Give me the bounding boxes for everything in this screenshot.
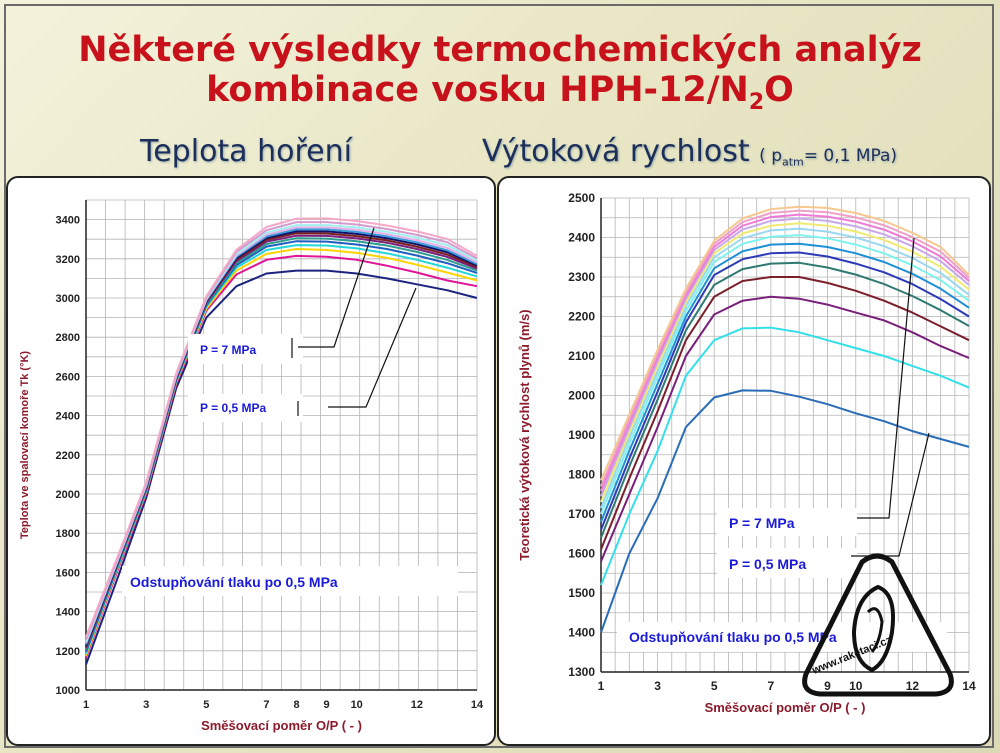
y-tick-label: 1500 bbox=[568, 586, 595, 600]
right-heading-text: Výtoková rychlost bbox=[482, 134, 750, 169]
y-tick-label: 3400 bbox=[56, 215, 80, 227]
annotation-leader-high bbox=[298, 227, 375, 348]
x-tick-label: 1 bbox=[598, 679, 605, 693]
series-line bbox=[85, 217, 478, 638]
x-tick-label: 7 bbox=[263, 699, 269, 711]
x-tick-label: 12 bbox=[906, 679, 920, 693]
y-tick-label: 2500 bbox=[568, 191, 595, 205]
velocity-chart: 1300 1400 1500 1600 1700 1800 1900 2000 2100 2200… bbox=[517, 191, 976, 715]
x-tick-label: 3 bbox=[143, 699, 149, 711]
series-line bbox=[600, 217, 970, 497]
annotation-box-high bbox=[188, 334, 303, 364]
annotation-leader-low bbox=[328, 287, 417, 408]
watermark-figure bbox=[851, 584, 895, 673]
y-tick-label: 2100 bbox=[568, 349, 595, 363]
title-line-1: Některé výsledky termochemických analýz bbox=[78, 30, 922, 70]
left-chart-panel: 1000 1200 1400 1600 1800 2000 2200 2400 2600 2800… bbox=[6, 176, 496, 746]
x-tick-label: 5 bbox=[203, 699, 209, 711]
series-line bbox=[600, 389, 970, 633]
y-tick-label: 1700 bbox=[568, 507, 595, 521]
right-heading: Výtoková rychlost ( patm= 0,1 MPa) bbox=[482, 134, 897, 169]
series-line bbox=[600, 234, 970, 515]
annotation-box-low bbox=[717, 548, 857, 578]
annotation-p-high: P = 7 MPa bbox=[729, 515, 795, 531]
x-tick-label: 14 bbox=[962, 679, 976, 693]
annotation-p-high: P = 7 MPa bbox=[200, 343, 256, 357]
y-tick-label: 2000 bbox=[56, 489, 80, 501]
series-line bbox=[600, 242, 970, 523]
annotation-box-high bbox=[717, 508, 857, 536]
y-tick-label: 3200 bbox=[56, 254, 80, 266]
y-tick-label: 2200 bbox=[56, 450, 80, 462]
y-tick-label: 2400 bbox=[56, 411, 80, 423]
annotation-leader-high bbox=[857, 237, 915, 519]
series-line bbox=[600, 326, 970, 586]
right-chart-panel: 1300 1400 1500 1600 1700 1800 1900 2000 2100 2200… bbox=[497, 176, 991, 746]
slide-title: Některé výsledky termochemických analýz … bbox=[0, 30, 1000, 123]
annotation-step: Odstupňování tlaku po 0,5 MPa bbox=[629, 629, 837, 645]
y-tick-label: 1600 bbox=[56, 567, 80, 579]
x-axis-label: Směšovací poměr O/P ( - ) bbox=[705, 700, 866, 715]
title-line-2-suffix: O bbox=[764, 70, 794, 110]
y-tick-label: 3000 bbox=[56, 293, 80, 305]
watermark-triangle bbox=[802, 553, 954, 697]
x-tick-label: 9 bbox=[324, 699, 330, 711]
watermark-figure-inner bbox=[866, 607, 884, 653]
x-tick-label: 9 bbox=[824, 679, 831, 693]
x-tick-label: 12 bbox=[411, 699, 423, 711]
y-tick-label: 2800 bbox=[56, 332, 80, 344]
series-line bbox=[600, 261, 970, 539]
y-tick-label: 1200 bbox=[56, 646, 80, 658]
y-tick-label: 1400 bbox=[56, 607, 80, 619]
y-tick-label: 1800 bbox=[568, 468, 595, 482]
left-heading: Teplota hoření bbox=[140, 134, 352, 169]
series-line bbox=[85, 269, 478, 665]
x-tick-label: 1 bbox=[83, 699, 89, 711]
annotation-step: Odstupňování tlaku po 0,5 MPa bbox=[130, 574, 338, 590]
annotation-p-low: P = 0,5 MPa bbox=[729, 556, 806, 572]
x-tick-label: 7 bbox=[768, 679, 775, 693]
y-tick-label: 2600 bbox=[56, 371, 80, 383]
x-tick-label: 8 bbox=[293, 699, 299, 711]
y-tick-label: 1900 bbox=[568, 428, 595, 442]
series-line bbox=[600, 295, 970, 562]
title-line-2-subscript: 2 bbox=[748, 90, 765, 115]
title-line-2: kombinace vosku HPH-12/N2O bbox=[0, 70, 1000, 123]
y-tick-label: 2000 bbox=[568, 389, 595, 403]
y-tick-label: 2200 bbox=[568, 310, 595, 324]
series-line bbox=[600, 213, 970, 492]
annotation-p-low: P = 0,5 MPa bbox=[200, 401, 266, 415]
series-line bbox=[600, 227, 970, 509]
x-tick-label: 10 bbox=[351, 699, 363, 711]
annotation-box-step bbox=[122, 566, 458, 596]
x-tick-label: 3 bbox=[654, 679, 661, 693]
x-tick-label: 14 bbox=[471, 699, 484, 711]
x-tick-label: 5 bbox=[711, 679, 718, 693]
y-tick-label: 2300 bbox=[568, 270, 595, 284]
y-tick-label: 1300 bbox=[568, 665, 595, 679]
y-tick-label: 1800 bbox=[56, 528, 80, 540]
x-axis-label: Směšovací poměr O/P ( - ) bbox=[201, 718, 362, 733]
series-line bbox=[600, 205, 970, 481]
right-heading-note: ( patm= 0,1 MPa) bbox=[759, 146, 898, 169]
y-axis-label: Teoretická výtoková rychlost plynů (m/s) bbox=[517, 309, 532, 560]
series-line bbox=[600, 209, 970, 487]
slide-frame bbox=[4, 4, 994, 748]
y-tick-label: 1000 bbox=[56, 685, 80, 697]
y-tick-label: 2400 bbox=[568, 231, 595, 245]
series-line bbox=[600, 222, 970, 503]
y-axis-label: Teplota ve spalovací komoře Tk (°K) bbox=[19, 351, 31, 540]
x-tick-label: 10 bbox=[849, 679, 863, 693]
annotation-box-low bbox=[188, 394, 303, 422]
title-line-2-prefix: kombinace vosku HPH-12/N bbox=[206, 70, 749, 110]
series-line bbox=[600, 251, 970, 531]
y-tick-label: 1400 bbox=[568, 626, 595, 640]
temperature-chart: 1000 1200 1400 1600 1800 2000 2200 2400 2600 2800… bbox=[19, 199, 484, 733]
y-tick-label: 1600 bbox=[568, 547, 595, 561]
